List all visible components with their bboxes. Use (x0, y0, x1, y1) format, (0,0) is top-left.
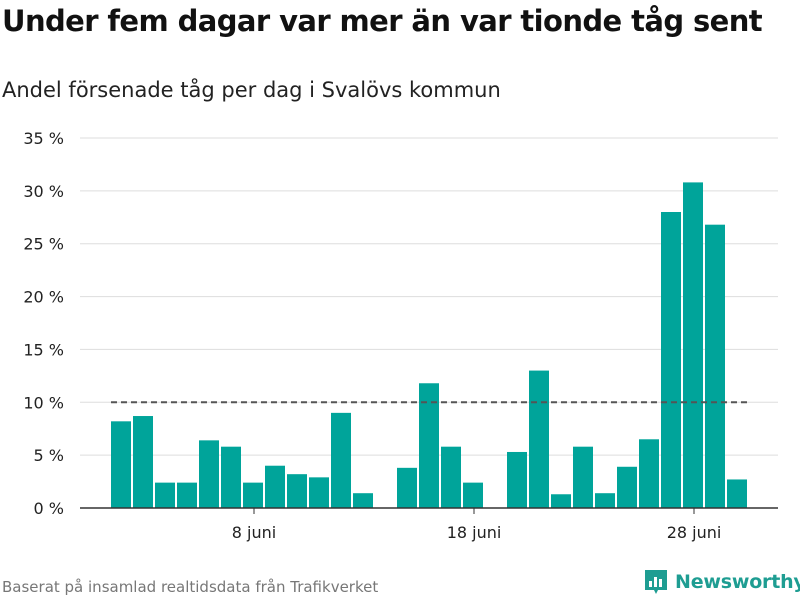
bar (727, 479, 747, 508)
x-tick-label: 28 juni (667, 523, 722, 542)
y-tick-label: 10 % (23, 393, 64, 412)
bar (573, 446, 593, 508)
bar-chart-logo-icon (645, 570, 667, 594)
bar (419, 383, 439, 508)
bars (111, 182, 747, 508)
y-axis-tick-labels: 0 % 5 % 10 % 15 % 20 % 25 % 30 % 35 % (23, 129, 64, 518)
x-tick-label: 18 juni (447, 523, 502, 542)
bar (683, 182, 703, 508)
y-tick-label: 35 % (23, 129, 64, 148)
bar (507, 451, 527, 508)
bar (287, 474, 307, 508)
y-tick-label: 20 % (23, 288, 64, 307)
bar (595, 493, 615, 508)
bar (441, 446, 461, 508)
bar (133, 416, 153, 508)
bar (177, 482, 197, 508)
y-tick-label: 0 % (34, 499, 64, 518)
chart-title: Under fem dagar var mer än var tionde tå… (2, 4, 763, 38)
bar (265, 465, 285, 508)
source-note: Baserat på insamlad realtidsdata från Tr… (2, 578, 379, 596)
brand-name: Newsworthy (675, 571, 800, 593)
bar (661, 212, 681, 508)
brand-logo[interactable]: Newsworthy (643, 568, 800, 596)
bar (111, 421, 131, 508)
y-tick-label: 25 % (23, 235, 64, 254)
bar (353, 493, 373, 508)
x-axis-tick-labels: 8 juni 18 juni 28 juni (232, 508, 722, 542)
y-tick-label: 30 % (23, 182, 64, 201)
bar (331, 412, 351, 508)
x-tick-label: 8 juni (232, 523, 276, 542)
bar (705, 224, 725, 508)
bar (221, 446, 241, 508)
bar (463, 482, 483, 508)
bar (529, 370, 549, 508)
bar (397, 467, 417, 508)
y-tick-label: 5 % (34, 446, 64, 465)
bar (617, 466, 637, 508)
y-tick-label: 15 % (23, 340, 64, 359)
bar (199, 440, 219, 508)
bar (155, 482, 175, 508)
chart-subtitle: Andel försenade tåg per dag i Svalövs ko… (2, 78, 501, 102)
bar (551, 494, 571, 508)
bar (309, 477, 329, 508)
bar (243, 482, 263, 508)
bar (639, 439, 659, 508)
